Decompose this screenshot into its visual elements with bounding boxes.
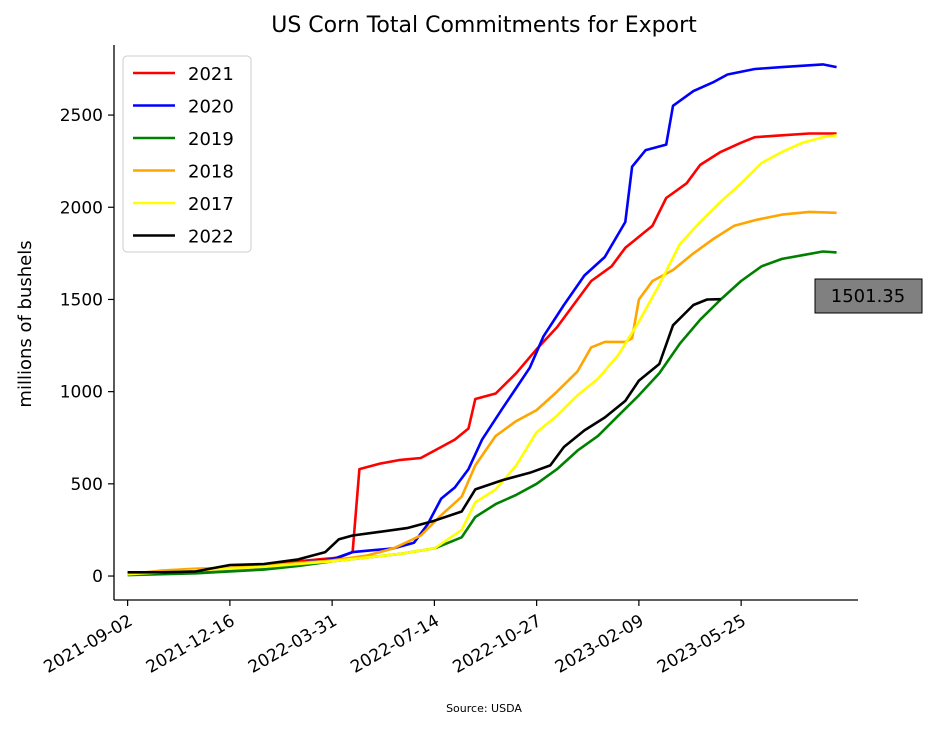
- series-line-2021: [127, 132, 837, 575]
- x-tick-label-2023-02-09: 2023-02-09: [552, 611, 648, 678]
- series-line-2022: [127, 297, 721, 574]
- x-tick-label-2022-07-14: 2022-07-14: [347, 611, 443, 678]
- y-axis-label: millions of bushels: [15, 240, 36, 407]
- x-tick-label-2022-03-31: 2022-03-31: [245, 611, 341, 678]
- legend-label-2018: 2018: [188, 162, 234, 183]
- current-value-badge-box: [814, 278, 923, 314]
- source-note: Source: USDA: [446, 702, 522, 715]
- legend-label-2019: 2019: [188, 129, 234, 150]
- plot-area: [127, 63, 837, 577]
- series-line-2017: [127, 134, 837, 576]
- x-tick-label-2021-12-16: 2021-12-16: [143, 611, 239, 678]
- x-tick-label-2021-09-02: 2021-09-02: [41, 611, 137, 678]
- legend-label-2021: 2021: [188, 64, 234, 85]
- legend-label-2022: 2022: [188, 227, 234, 248]
- y-tick-label-2000: 2000: [60, 198, 103, 218]
- x-tick-label-2023-05-25: 2023-05-25: [654, 611, 750, 678]
- y-tick-label-500: 500: [71, 475, 103, 495]
- series-line-2019: [127, 250, 837, 577]
- series-line-2018: [127, 210, 837, 576]
- y-tick-label-2500: 2500: [60, 106, 103, 126]
- legend-box: [122, 55, 252, 253]
- current-value-badge: 1501.35: [814, 278, 923, 314]
- legend-label-2020: 2020: [188, 97, 234, 118]
- x-tick-label-2022-10-27: 2022-10-27: [450, 611, 546, 678]
- current-value-label: 1501.35: [831, 286, 905, 307]
- legend-label-2017: 2017: [188, 194, 234, 215]
- legend: 2021 2020 2019 2018 2017 2022: [122, 55, 252, 253]
- chart-title: US Corn Total Commitments for Export: [271, 13, 697, 38]
- y-tick-label-0: 0: [92, 567, 103, 587]
- y-tick-label-1500: 1500: [60, 290, 103, 310]
- y-tick-label-1000: 1000: [60, 383, 103, 403]
